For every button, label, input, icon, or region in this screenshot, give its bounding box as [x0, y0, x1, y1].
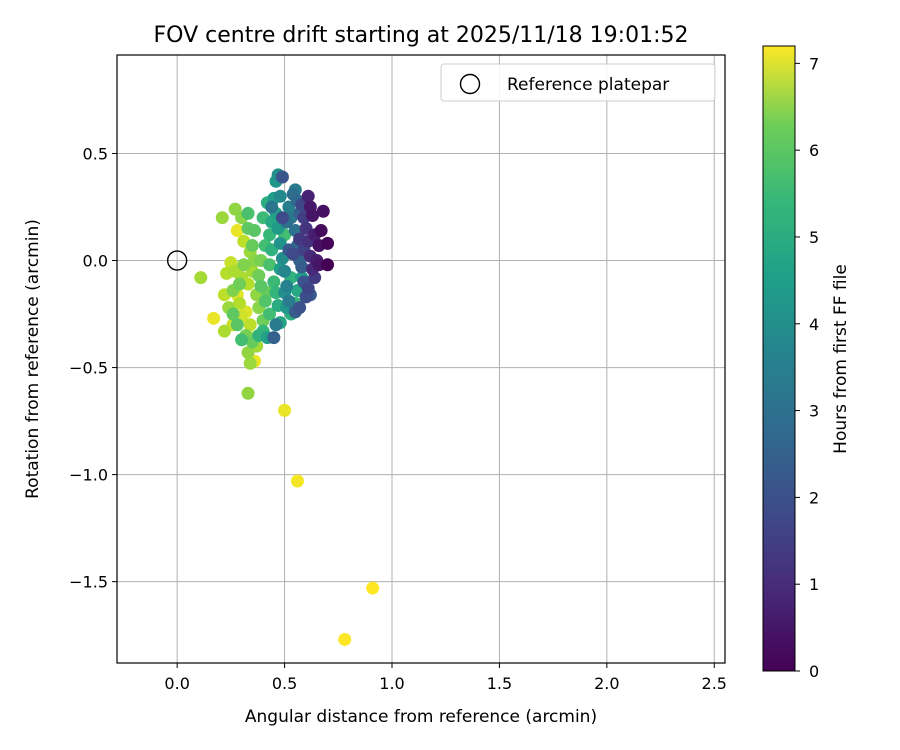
data-point — [230, 318, 244, 332]
data-point — [286, 247, 300, 261]
y-axis-label: Rotation from reference (arcmin) — [23, 219, 43, 499]
data-point — [243, 318, 257, 332]
data-point — [321, 236, 335, 250]
y-tick-label: −0.5 — [69, 359, 108, 378]
data-point — [258, 294, 272, 308]
data-point — [237, 258, 251, 272]
data-point — [278, 264, 292, 278]
data-point — [275, 211, 289, 225]
data-points — [194, 168, 380, 646]
data-point — [217, 324, 231, 338]
colorbar-tick-label: 3 — [809, 402, 819, 421]
data-point — [293, 301, 307, 315]
data-point — [278, 403, 292, 417]
data-point — [265, 200, 279, 214]
x-tick-label: 1.0 — [379, 674, 404, 693]
data-point — [267, 275, 281, 289]
x-axis-label: Angular distance from reference (arcmin) — [245, 707, 597, 727]
chart-title: FOV centre drift starting at 2025/11/18 … — [154, 23, 689, 48]
data-point — [230, 224, 244, 238]
data-point — [226, 307, 240, 321]
data-point — [245, 239, 259, 253]
data-point — [235, 333, 249, 347]
colorbar-tick-label: 0 — [809, 662, 819, 681]
data-point — [247, 224, 261, 238]
data-point — [241, 346, 255, 360]
legend-reference-marker-icon — [459, 73, 481, 95]
data-point — [232, 296, 246, 310]
y-axis-ticks: 0.5 0.0 −0.5 −1.0 −1.5 — [69, 144, 117, 592]
x-tick-label: 2.5 — [702, 674, 727, 693]
colorbar-label: Hours from first FF file — [831, 264, 851, 454]
colorbar-tick-label: 2 — [809, 488, 819, 507]
data-point — [321, 258, 335, 272]
data-point — [215, 211, 229, 225]
legend-entry-reference-platepar: Reference platepar — [507, 75, 669, 95]
data-point — [301, 281, 315, 295]
reference-marker — [166, 250, 188, 271]
y-tick-label: −1.0 — [69, 466, 108, 485]
legend-box — [440, 63, 716, 102]
data-point — [366, 581, 380, 595]
colorbar-tick-label: 4 — [809, 315, 819, 334]
data-point — [306, 209, 320, 223]
x-tick-label: 1.5 — [487, 674, 512, 693]
data-point — [290, 474, 304, 488]
data-point — [254, 279, 268, 293]
colorbar-tick-label: 5 — [809, 228, 819, 247]
data-point — [232, 277, 246, 291]
data-point — [273, 189, 287, 203]
data-point — [269, 318, 283, 332]
data-point — [267, 331, 281, 345]
data-point — [263, 307, 277, 321]
plot-frame — [116, 54, 726, 664]
colorbar-tick-label: 6 — [809, 141, 819, 160]
data-point — [243, 356, 257, 370]
data-point — [241, 386, 255, 400]
x-tick-label: 0.5 — [272, 674, 297, 693]
data-point — [295, 260, 309, 274]
x-tick-label: 2.0 — [594, 674, 619, 693]
data-point — [207, 311, 221, 325]
colorbar: 0 1 2 3 4 5 6 7 Hours from first FF file — [762, 45, 851, 681]
data-point — [316, 204, 330, 218]
data-point — [301, 189, 315, 203]
colorbar-tick-label: 1 — [809, 575, 819, 594]
y-tick-label: 0.5 — [83, 144, 108, 163]
data-point — [241, 206, 255, 220]
data-point — [338, 632, 352, 646]
x-tick-label: 0.0 — [164, 674, 189, 693]
data-point — [263, 258, 277, 272]
colorbar-gradient — [762, 45, 796, 672]
colorbar-ticks: 0 1 2 3 4 5 6 7 — [795, 54, 819, 681]
data-point — [194, 271, 208, 285]
colorbar-tick-label: 7 — [809, 54, 819, 73]
x-axis-ticks: 0.0 0.5 1.0 1.5 2.0 2.5 — [164, 663, 727, 693]
y-tick-label: −1.5 — [69, 573, 108, 592]
y-tick-label: 0.0 — [83, 252, 108, 271]
grid-lines — [117, 55, 725, 663]
data-point — [314, 224, 328, 238]
data-point — [252, 269, 266, 283]
reference-platepar-point — [166, 250, 188, 271]
data-point — [280, 279, 294, 293]
data-point — [275, 170, 289, 184]
legend: Reference platepar — [440, 63, 716, 102]
data-point — [282, 294, 296, 308]
